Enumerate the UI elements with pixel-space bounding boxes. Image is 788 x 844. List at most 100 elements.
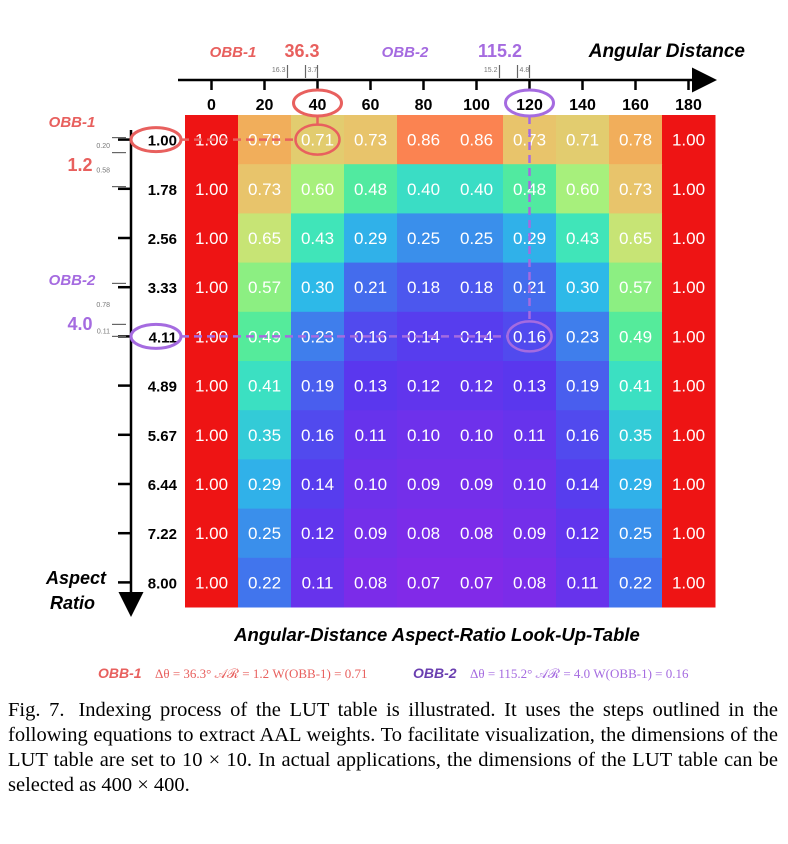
- heatmap-cell: [238, 262, 292, 313]
- heatmap-cell: [344, 115, 398, 165]
- heatmap-cell: [291, 164, 345, 214]
- heatmap-cell: [662, 410, 716, 460]
- heatmap-cell: [503, 459, 557, 510]
- heatmap-cell: [344, 459, 398, 510]
- heatmap-cell: [556, 508, 610, 559]
- chart-title: Angular-Distance Aspect-Ratio Look-Up-Ta…: [233, 624, 640, 645]
- obb1-aspect-part-b: 0.58: [96, 168, 110, 175]
- heatmap-cell: [185, 557, 239, 608]
- cell-value-label: 1.00: [672, 475, 705, 494]
- cell-value-label: 0.65: [619, 229, 652, 248]
- cell-value-label: 1.00: [195, 573, 228, 592]
- heatmap-cell: [662, 262, 716, 313]
- heatmap-cell: [185, 262, 239, 313]
- cell-value-label: 0.08: [354, 573, 387, 592]
- y-tick-label: 1.78: [148, 182, 177, 199]
- cell-value-label: 0.30: [301, 278, 334, 297]
- heatmap-cell: [556, 410, 610, 460]
- heatmap-cell: [662, 115, 716, 165]
- obb2-aspect-value: 4.0: [67, 314, 92, 334]
- heatmap-cell: [450, 213, 504, 264]
- cell-value-label: 0.40: [407, 180, 440, 199]
- cell-value-label: 0.30: [566, 278, 599, 297]
- cell-value-label: 0.60: [566, 180, 599, 199]
- x-tick-label: 60: [362, 97, 380, 114]
- x-tick-label: 0: [207, 97, 216, 114]
- heatmap-cell: [556, 311, 610, 362]
- cell-value-label: 1.00: [672, 327, 705, 346]
- caption-text: Indexing process of the LUT table is ill…: [8, 699, 778, 796]
- y-tick-label: 4.11: [149, 329, 177, 346]
- heatmap-cell: [397, 508, 451, 559]
- cell-value-label: 0.11: [302, 573, 334, 592]
- x-tick-label: 40: [309, 97, 327, 114]
- heatmap-cell: [662, 361, 716, 411]
- heatmap-cell: [397, 459, 451, 510]
- cell-value-label: 0.22: [248, 573, 281, 592]
- cell-value-label: 1.00: [672, 573, 705, 592]
- heatmap-cell: [185, 164, 239, 214]
- cell-value-label: 0.25: [248, 524, 281, 543]
- cell-value-label: 0.60: [301, 180, 334, 199]
- heatmap-cell: [238, 361, 292, 411]
- cell-value-label: 0.73: [513, 131, 546, 150]
- cell-value-label: 0.41: [619, 377, 652, 396]
- y-tick-label: 2.56: [148, 231, 177, 248]
- cell-value-label: 0.12: [301, 524, 334, 543]
- cell-value-label: 1.00: [195, 524, 228, 543]
- heatmap-cell: [344, 508, 398, 559]
- cell-value-label: 0.71: [566, 131, 599, 150]
- heatmap-cell: [662, 164, 716, 214]
- obb2-aspect-part-a: 0.78: [96, 302, 110, 309]
- cell-value-label: 0.86: [407, 131, 440, 150]
- cell-value-label: 0.22: [619, 573, 652, 592]
- cell-value-label: 0.10: [460, 426, 493, 445]
- y-axis-title-line2: Ratio: [50, 593, 95, 613]
- cell-value-label: 0.12: [566, 524, 599, 543]
- cell-value-label: 0.35: [248, 426, 281, 445]
- cell-value-label: 1.00: [195, 475, 228, 494]
- heatmap-cell: [556, 557, 610, 608]
- x-tick-label: 160: [622, 97, 649, 114]
- cell-value-label: 0.57: [619, 278, 652, 297]
- heatmap-cell: [503, 557, 557, 608]
- heatmap-cell: [344, 262, 398, 313]
- heatmap-cell: [662, 557, 716, 608]
- cell-value-label: 0.14: [301, 475, 334, 494]
- cell-value-label: 0.19: [566, 377, 599, 396]
- heatmap-cell: [397, 410, 451, 460]
- cell-value-label: 0.86: [460, 131, 493, 150]
- annotations: OBB-1 36.3 16.3 3.7 OBB-1 1.2 0.20 0.58 OBB-2 115…: [49, 41, 689, 681]
- heatmap-cell: [503, 410, 557, 460]
- cell-value-label: 0.12: [460, 377, 493, 396]
- heatmap-cell: [556, 262, 610, 313]
- cell-value-label: 0.09: [407, 475, 440, 494]
- heatmap-cell: [291, 410, 345, 460]
- heatmap-cell: [662, 508, 716, 559]
- heatmap-cell: [503, 508, 557, 559]
- heatmap-cell: [503, 361, 557, 411]
- heatmap-cell: [238, 508, 292, 559]
- x-tick-label: 20: [256, 97, 274, 114]
- obb1-aspect-part-a: 0.20: [96, 143, 110, 150]
- obb1-angle-part-a: 16.3: [272, 67, 286, 74]
- cell-value-label: 0.10: [513, 475, 546, 494]
- cell-value-label: 0.43: [301, 229, 334, 248]
- figure-caption: Fig. 7. Indexing process of the LUT table…: [8, 698, 778, 798]
- obb2-aspect-part-b: 0.11: [97, 328, 110, 335]
- cell-value-label: 0.11: [567, 573, 599, 592]
- cell-value-label: 0.29: [354, 229, 387, 248]
- heatmap-cell: [450, 459, 504, 510]
- heatmap-cell: [609, 311, 663, 362]
- heatmap-cell: [291, 262, 345, 313]
- cell-value-label: 0.25: [619, 524, 652, 543]
- cell-value-label: 0.10: [354, 475, 387, 494]
- cell-value-label: 0.08: [460, 524, 493, 543]
- heatmap-cell: [238, 213, 292, 264]
- x-tick-label: 100: [463, 97, 490, 114]
- heatmap-cell: [556, 164, 610, 214]
- heatmap-cell: [556, 115, 610, 165]
- heatmap-cell: [185, 410, 239, 460]
- cell-value-label: 0.08: [513, 573, 546, 592]
- cell-value-label: 0.07: [407, 573, 440, 592]
